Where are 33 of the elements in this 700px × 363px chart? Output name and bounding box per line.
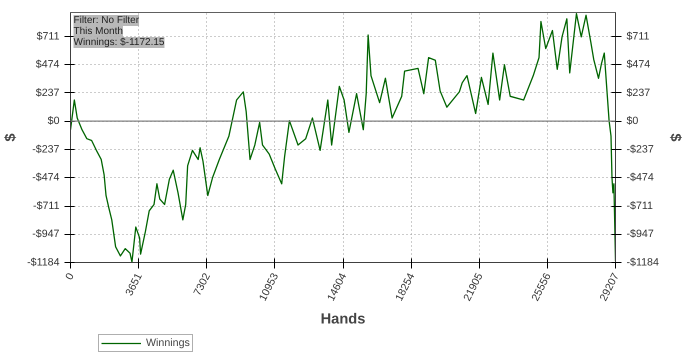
x-tick-label: 10953	[256, 271, 282, 304]
y2-tick-label: -$1184	[626, 256, 659, 268]
y2-tick-label: -$711	[626, 200, 654, 212]
x-tick-label: 3651	[123, 271, 145, 298]
y-tick-label: -$711	[33, 200, 60, 212]
y-tick-label: -$947	[32, 228, 60, 240]
y-tick-label: $0	[48, 115, 60, 128]
y-tick-label: -$1184	[27, 256, 60, 268]
y-tick-label: $237	[36, 86, 60, 99]
y2-tick-label: -$237	[626, 143, 654, 156]
annotation: This Month	[74, 26, 123, 37]
y-tick-label: $711	[36, 30, 60, 42]
x-tick-label: 29207	[598, 271, 622, 304]
y2-axis-title: $	[666, 133, 683, 142]
y-tick-label: $474	[36, 58, 60, 71]
x-axis-title: Hands	[320, 312, 366, 328]
x-tick-label: 0	[63, 271, 77, 282]
y2-tick-label: -$947	[626, 228, 654, 240]
y-tick-label: -$474	[32, 172, 60, 184]
y2-tick-label: $237	[626, 86, 650, 99]
y2-tick-label: $0	[626, 115, 638, 128]
y-tick-label: -$237	[32, 143, 60, 156]
y2-tick-label: $711	[626, 30, 650, 42]
annotation: Filter: No Filter	[74, 15, 140, 26]
legend-label: Winnings	[146, 337, 190, 349]
y2-tick-label: $474	[626, 58, 650, 71]
x-tick-label: 7302	[192, 271, 214, 298]
line-series	[70, 13, 616, 262]
annotation: Winnings: $-1172.15	[74, 37, 165, 48]
y-axis-title: $	[3, 133, 20, 142]
x-tick-label: 25556	[529, 271, 554, 304]
x-tick-label: 18254	[393, 271, 418, 304]
y2-tick-label: -$474	[626, 172, 654, 184]
